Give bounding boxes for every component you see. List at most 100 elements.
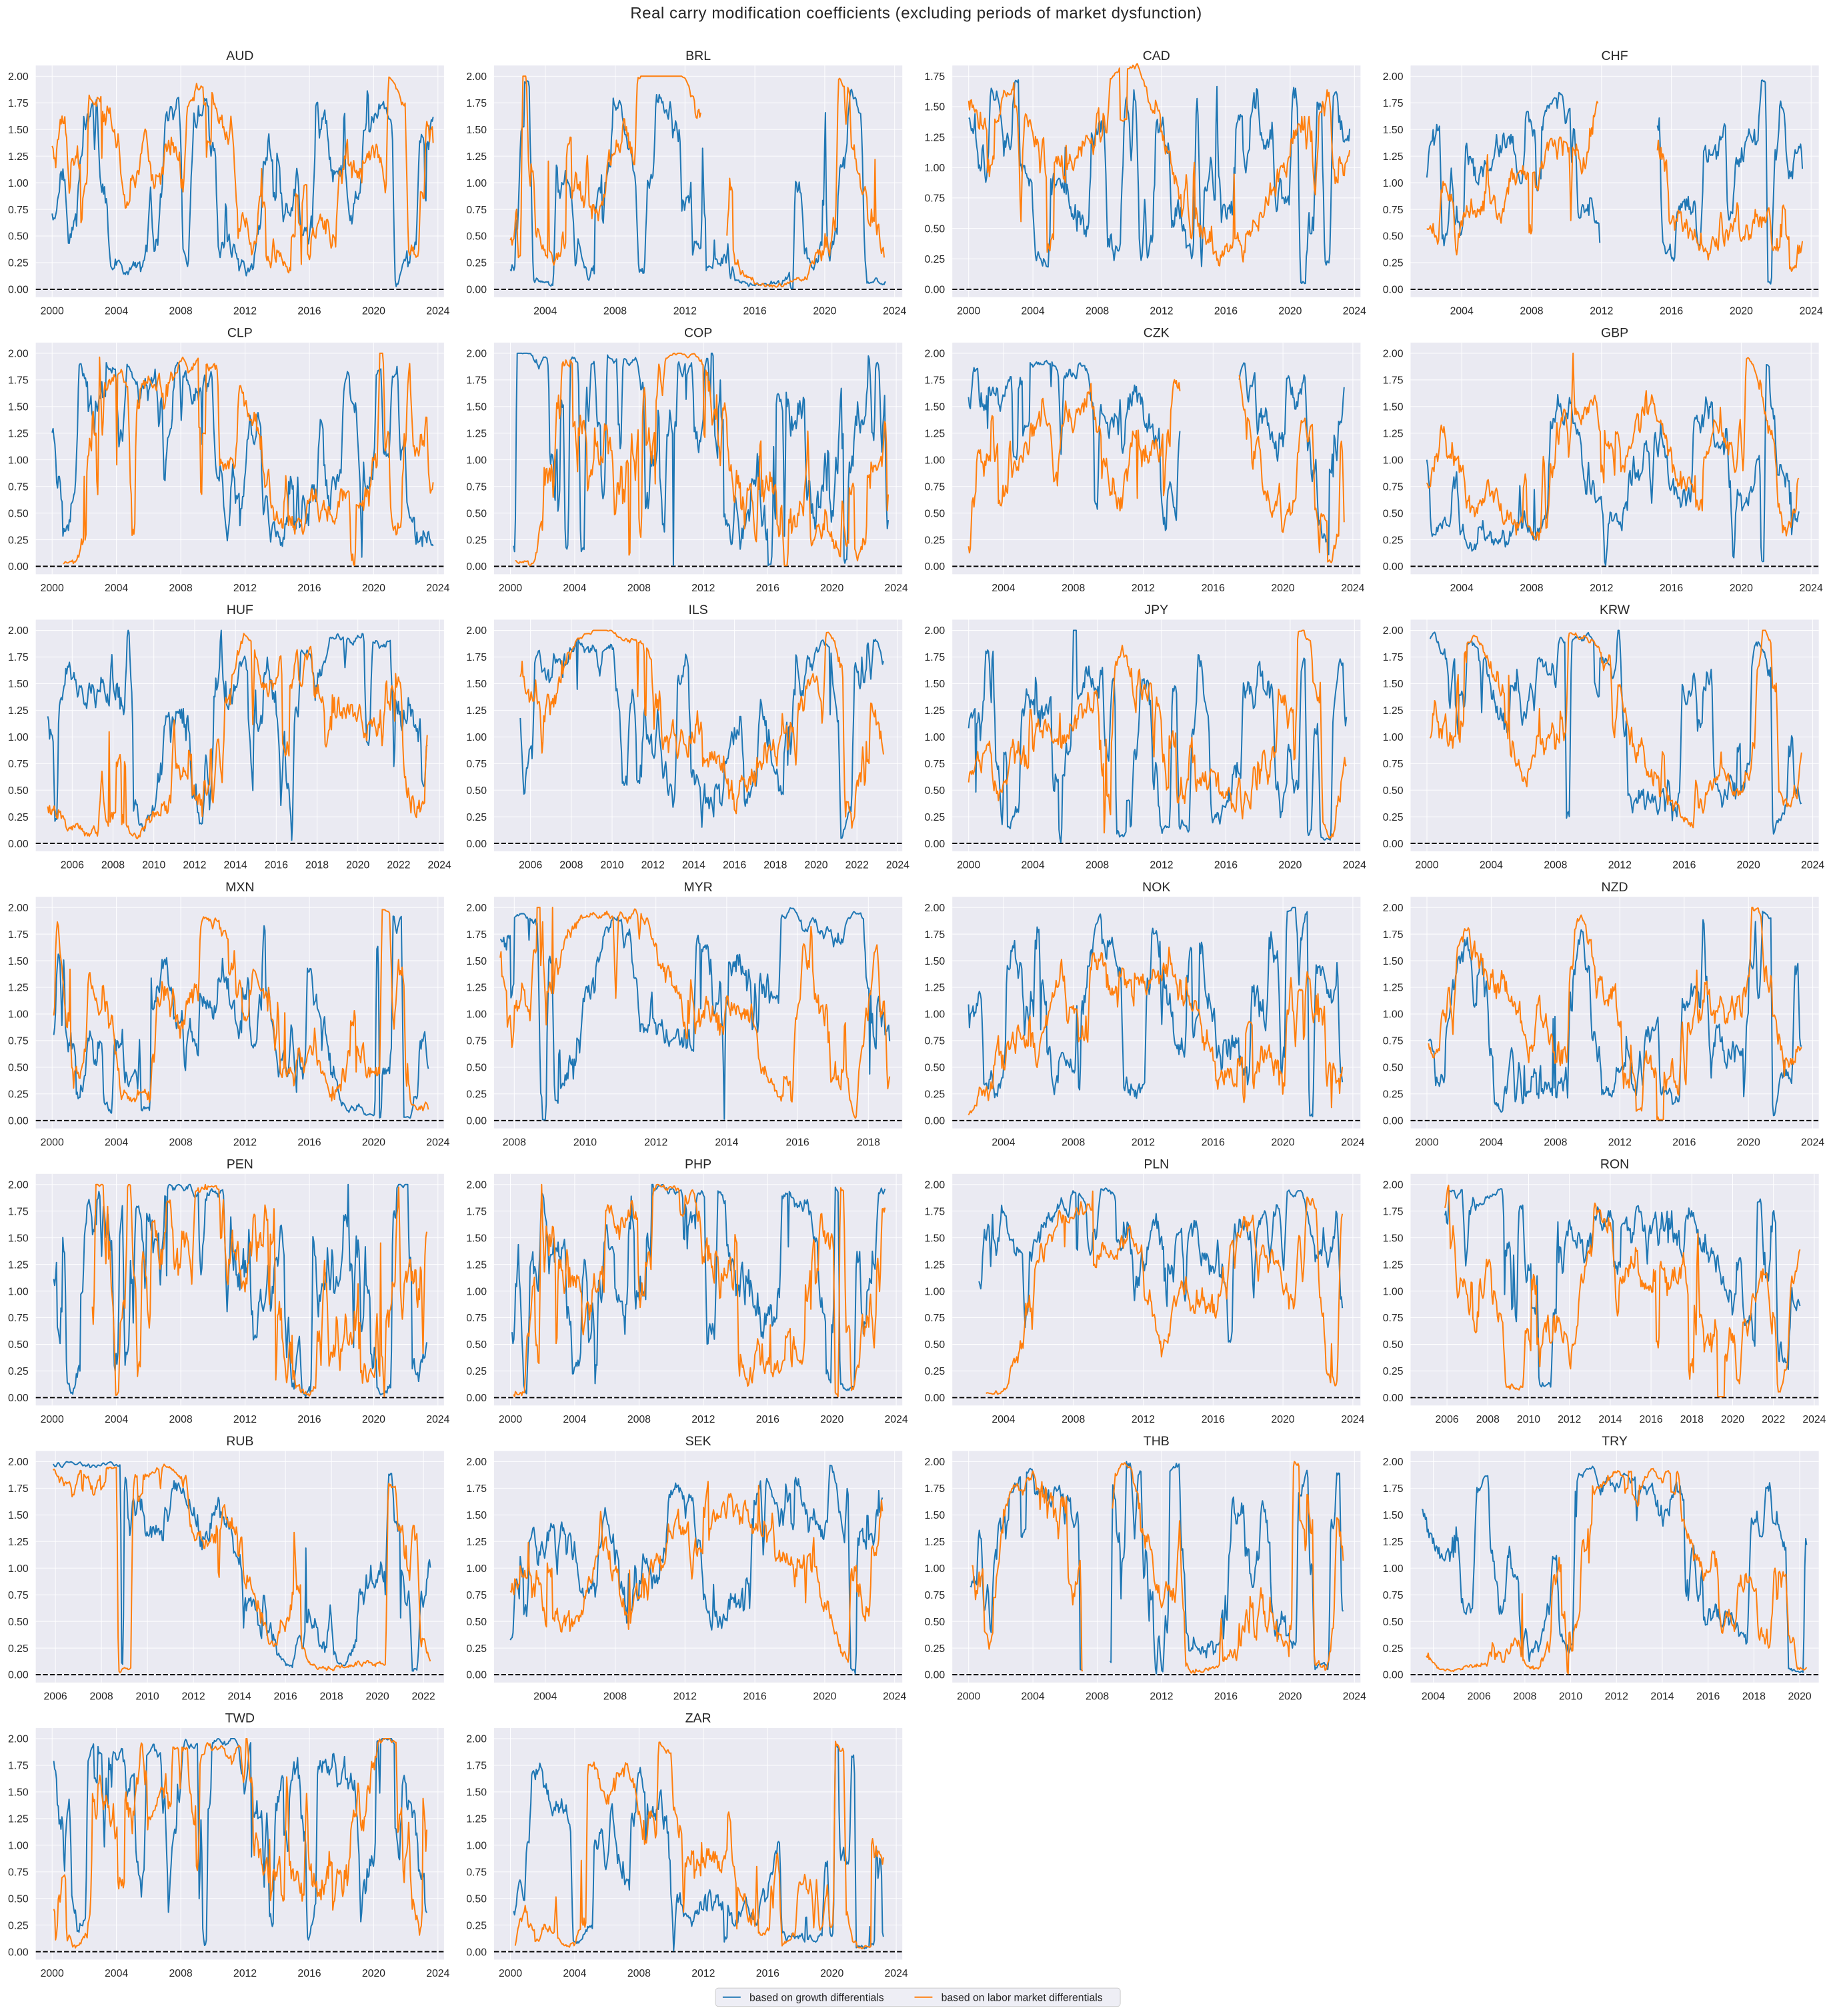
svg-text:1.25: 1.25: [924, 705, 945, 717]
svg-text:COP: COP: [684, 326, 712, 341]
svg-text:2.00: 2.00: [1383, 625, 1404, 637]
svg-text:1.75: 1.75: [466, 929, 487, 941]
svg-text:0.00: 0.00: [924, 561, 945, 573]
svg-text:2006: 2006: [1468, 1691, 1491, 1703]
svg-text:1.75: 1.75: [1383, 1206, 1404, 1217]
svg-text:2000: 2000: [41, 306, 64, 317]
svg-text:2020: 2020: [1278, 860, 1302, 871]
svg-text:2008: 2008: [1520, 306, 1543, 317]
svg-text:0.25: 0.25: [466, 1366, 487, 1377]
svg-text:2024: 2024: [426, 583, 449, 594]
svg-text:1.75: 1.75: [924, 1483, 945, 1495]
svg-text:1.75: 1.75: [924, 71, 945, 83]
svg-text:0.75: 0.75: [8, 1590, 29, 1601]
svg-text:CLP: CLP: [227, 326, 253, 341]
svg-text:1.00: 1.00: [466, 455, 487, 466]
svg-text:1.00: 1.00: [8, 455, 29, 466]
svg-text:2008: 2008: [1086, 306, 1109, 317]
svg-text:0.50: 0.50: [8, 231, 29, 243]
svg-text:0.50: 0.50: [8, 1339, 29, 1351]
svg-text:2018: 2018: [857, 1137, 880, 1148]
svg-text:2004: 2004: [105, 1968, 128, 1979]
svg-text:2000: 2000: [957, 860, 980, 871]
svg-text:2008: 2008: [603, 1691, 627, 1703]
svg-text:2012: 2012: [691, 583, 715, 594]
svg-text:2016: 2016: [1640, 1414, 1663, 1425]
svg-text:0.50: 0.50: [924, 508, 945, 519]
svg-text:0.75: 0.75: [924, 1313, 945, 1324]
svg-text:2008: 2008: [627, 583, 651, 594]
svg-text:2006: 2006: [519, 860, 542, 871]
svg-text:0.00: 0.00: [1383, 1670, 1404, 1681]
svg-text:2014: 2014: [715, 1137, 738, 1148]
svg-text:2024: 2024: [885, 583, 908, 594]
svg-text:0.25: 0.25: [466, 812, 487, 823]
svg-text:2.00: 2.00: [8, 1180, 29, 1191]
svg-text:0.50: 0.50: [8, 1893, 29, 1905]
svg-text:2.00: 2.00: [8, 349, 29, 360]
svg-text:0.75: 0.75: [8, 205, 29, 216]
svg-text:0.25: 0.25: [466, 258, 487, 269]
svg-text:0.25: 0.25: [8, 1366, 29, 1377]
svg-text:2008: 2008: [603, 306, 627, 317]
svg-text:2014: 2014: [682, 860, 705, 871]
svg-text:0.25: 0.25: [924, 1366, 945, 1377]
svg-text:2024: 2024: [1801, 860, 1824, 871]
svg-text:1.25: 1.25: [1383, 983, 1404, 994]
svg-text:2006: 2006: [61, 860, 84, 871]
svg-text:2004: 2004: [563, 583, 586, 594]
svg-text:1.00: 1.00: [8, 1563, 29, 1575]
svg-text:2016: 2016: [1214, 860, 1238, 871]
svg-text:0.50: 0.50: [1383, 1617, 1404, 1628]
svg-text:1.75: 1.75: [8, 652, 29, 663]
svg-text:2004: 2004: [1022, 860, 1045, 871]
svg-text:2018: 2018: [1742, 1691, 1766, 1703]
svg-text:2008: 2008: [1544, 1137, 1567, 1148]
svg-text:1.50: 1.50: [8, 125, 29, 136]
svg-text:0.00: 0.00: [1383, 561, 1404, 573]
svg-text:2004: 2004: [992, 1137, 1015, 1148]
svg-text:2024: 2024: [886, 860, 909, 871]
svg-text:2016: 2016: [1660, 306, 1683, 317]
svg-text:1.50: 1.50: [1383, 956, 1404, 967]
svg-text:2004: 2004: [563, 1414, 586, 1425]
svg-text:1.75: 1.75: [8, 375, 29, 387]
svg-text:2014: 2014: [1598, 1414, 1622, 1425]
svg-text:1.00: 1.00: [8, 1009, 29, 1021]
svg-text:0.00: 0.00: [8, 1947, 29, 1958]
svg-text:0.75: 0.75: [466, 481, 487, 493]
svg-text:2000: 2000: [41, 1414, 64, 1425]
svg-text:0.00: 0.00: [924, 1116, 945, 1127]
svg-text:2020: 2020: [1272, 1137, 1295, 1148]
svg-text:2008: 2008: [1062, 583, 1085, 594]
svg-text:PHP: PHP: [685, 1157, 711, 1171]
svg-text:0.50: 0.50: [466, 508, 487, 519]
svg-text:0.25: 0.25: [466, 1920, 487, 1931]
svg-text:1.50: 1.50: [8, 679, 29, 690]
svg-text:1.25: 1.25: [8, 429, 29, 440]
svg-text:0.25: 0.25: [1383, 812, 1404, 823]
svg-text:2020: 2020: [820, 1968, 843, 1979]
svg-text:2006: 2006: [44, 1691, 67, 1703]
svg-text:2012: 2012: [1132, 1414, 1155, 1425]
svg-text:2012: 2012: [673, 1691, 697, 1703]
svg-text:2008: 2008: [1086, 1691, 1109, 1703]
svg-text:2024: 2024: [883, 1691, 906, 1703]
svg-text:2004: 2004: [1450, 583, 1474, 594]
svg-text:1.75: 1.75: [8, 98, 29, 109]
svg-text:2000: 2000: [499, 1414, 522, 1425]
svg-text:2000: 2000: [499, 583, 522, 594]
svg-text:2006: 2006: [1436, 1414, 1459, 1425]
svg-text:0.50: 0.50: [466, 1063, 487, 1074]
svg-text:0.50: 0.50: [466, 1893, 487, 1905]
svg-text:RUB: RUB: [226, 1434, 253, 1449]
svg-text:CAD: CAD: [1143, 49, 1170, 63]
svg-text:1.75: 1.75: [1383, 375, 1404, 387]
svg-text:2.00: 2.00: [466, 903, 487, 914]
svg-text:0.25: 0.25: [8, 1920, 29, 1931]
svg-text:2.00: 2.00: [466, 1457, 487, 1468]
svg-text:2008: 2008: [627, 1968, 651, 1979]
svg-text:0.50: 0.50: [466, 231, 487, 243]
svg-text:2.00: 2.00: [8, 1734, 29, 1745]
svg-text:1.25: 1.25: [1383, 429, 1404, 440]
